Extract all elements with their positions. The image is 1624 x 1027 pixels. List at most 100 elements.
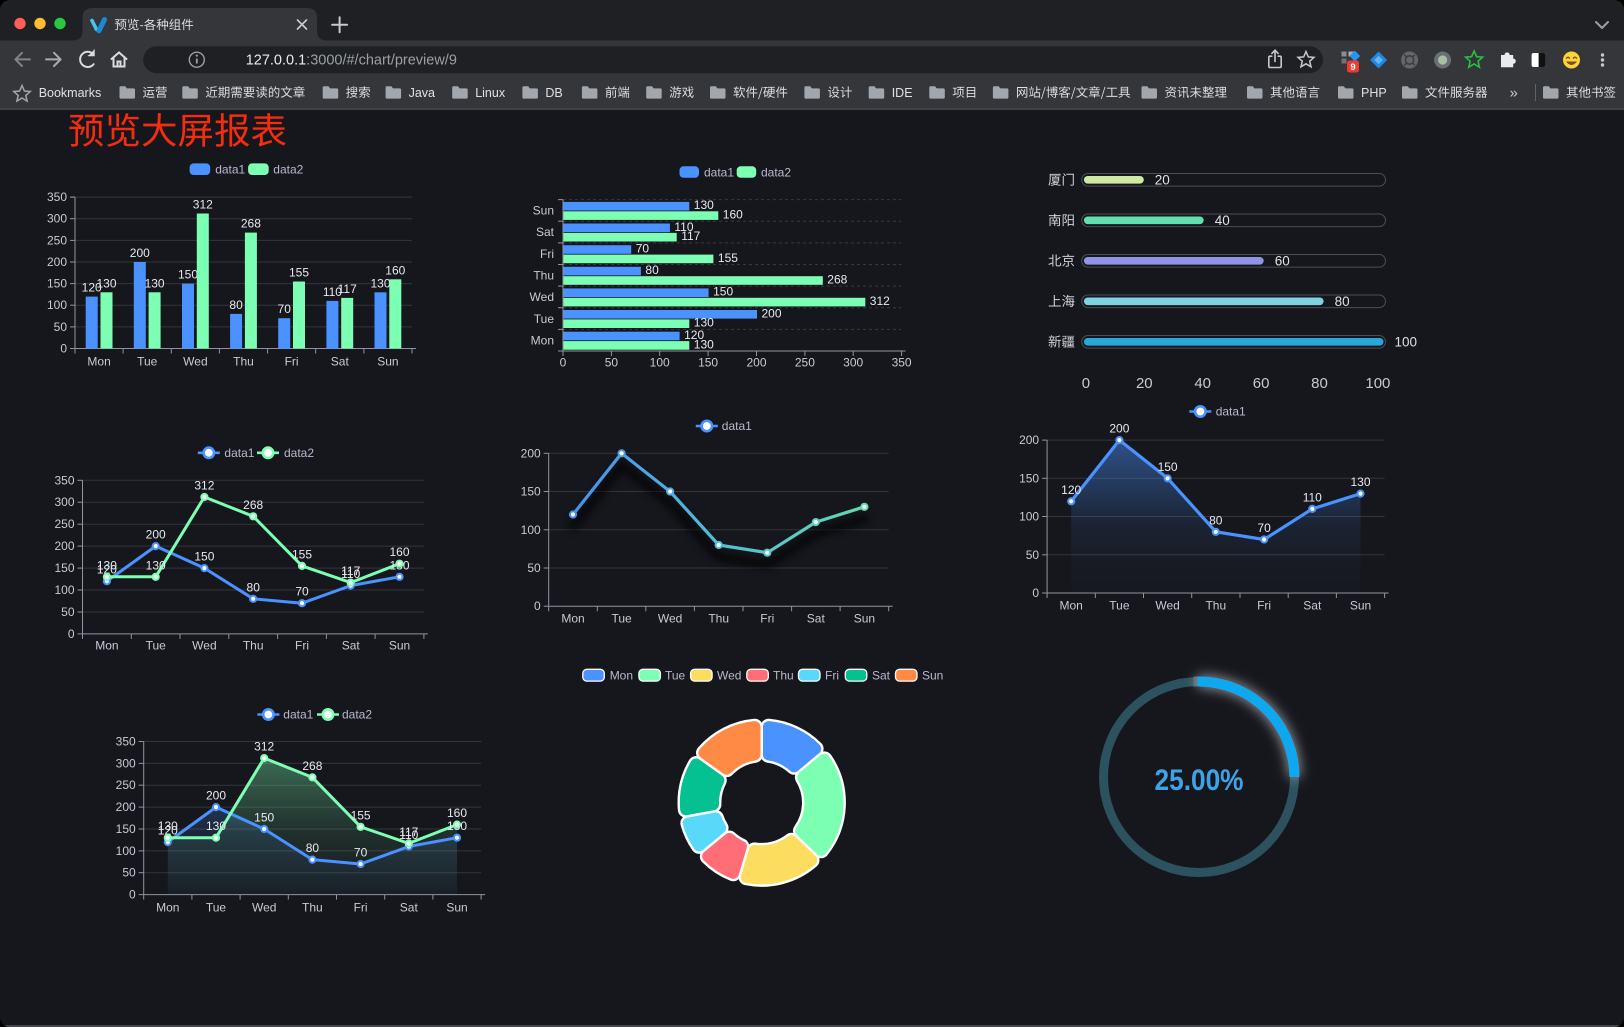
svg-text:Wed: Wed xyxy=(192,639,216,653)
svg-text:Tue: Tue xyxy=(534,312,555,326)
svg-text:117: 117 xyxy=(399,825,418,839)
svg-text:117: 117 xyxy=(681,229,700,243)
svg-text:data1: data1 xyxy=(215,163,245,177)
svg-text:0: 0 xyxy=(60,342,67,356)
svg-text:160: 160 xyxy=(723,208,743,222)
svg-text:312: 312 xyxy=(254,740,274,754)
svg-text:150: 150 xyxy=(178,268,198,282)
svg-text:100: 100 xyxy=(47,298,67,312)
svg-text:350: 350 xyxy=(54,473,74,487)
svg-text:Thu: Thu xyxy=(773,668,794,682)
svg-text:80: 80 xyxy=(1335,294,1350,309)
svg-text:20: 20 xyxy=(1136,375,1153,392)
svg-text:350: 350 xyxy=(892,356,912,370)
svg-text:Tue: Tue xyxy=(665,668,686,682)
svg-text:70: 70 xyxy=(354,846,368,860)
svg-text:Tue: Tue xyxy=(146,639,167,653)
svg-text:Thu: Thu xyxy=(1205,599,1226,613)
svg-text:130: 130 xyxy=(206,819,226,833)
svg-text:268: 268 xyxy=(241,217,261,231)
svg-text:Thu: Thu xyxy=(243,639,264,653)
svg-text:70: 70 xyxy=(295,585,309,599)
svg-text:data2: data2 xyxy=(342,708,372,722)
svg-text:80: 80 xyxy=(247,580,261,594)
svg-text:data1: data1 xyxy=(1216,405,1246,419)
svg-text:110: 110 xyxy=(674,220,693,234)
svg-text:100: 100 xyxy=(1395,335,1418,350)
svg-text:150: 150 xyxy=(254,811,274,825)
svg-text:Sat: Sat xyxy=(872,668,891,682)
svg-text:Bookmarks: Bookmarks xyxy=(39,86,102,100)
svg-text:PHP: PHP xyxy=(1361,86,1387,100)
svg-text:50: 50 xyxy=(61,605,75,619)
svg-text:200: 200 xyxy=(1019,433,1039,447)
svg-text:Fri: Fri xyxy=(295,639,309,653)
svg-text:80: 80 xyxy=(1311,375,1328,392)
svg-text:80: 80 xyxy=(306,841,320,855)
svg-text:150: 150 xyxy=(54,561,74,575)
svg-text:150: 150 xyxy=(194,550,214,564)
svg-text:Sat: Sat xyxy=(807,612,826,626)
svg-text:Sat: Sat xyxy=(331,355,350,369)
svg-text:Fri: Fri xyxy=(1257,599,1271,613)
svg-text:Thu: Thu xyxy=(233,355,254,369)
svg-text:Sat: Sat xyxy=(536,225,555,239)
svg-text:Thu: Thu xyxy=(533,269,554,283)
svg-text:250: 250 xyxy=(47,233,67,247)
svg-text:0: 0 xyxy=(68,627,75,641)
svg-text:100: 100 xyxy=(521,523,541,537)
svg-text:Tue: Tue xyxy=(611,612,632,626)
svg-text:100: 100 xyxy=(650,356,670,370)
svg-text:9: 9 xyxy=(1350,62,1355,73)
svg-text:350: 350 xyxy=(47,190,67,204)
svg-text:130: 130 xyxy=(694,316,714,330)
svg-text:Sun: Sun xyxy=(1350,599,1371,613)
svg-text:Sun: Sun xyxy=(533,204,554,218)
svg-text:200: 200 xyxy=(130,246,150,260)
svg-text:Sun: Sun xyxy=(446,901,467,915)
svg-text:150: 150 xyxy=(1158,460,1178,474)
svg-text:120: 120 xyxy=(82,281,102,295)
svg-text:25.00%: 25.00% xyxy=(1155,764,1244,797)
svg-text:Tue: Tue xyxy=(206,901,227,915)
svg-text:160: 160 xyxy=(447,806,467,820)
svg-text:50: 50 xyxy=(54,320,68,334)
svg-text:Fri: Fri xyxy=(825,668,839,682)
svg-text:Fri: Fri xyxy=(285,355,299,369)
svg-text:Linux: Linux xyxy=(475,86,506,100)
svg-text:117: 117 xyxy=(341,564,360,578)
svg-text:Wed: Wed xyxy=(717,668,741,682)
svg-text:100: 100 xyxy=(1019,510,1039,524)
svg-text:200: 200 xyxy=(1109,422,1129,436)
svg-text:0: 0 xyxy=(560,356,567,370)
svg-text:Mon: Mon xyxy=(1060,599,1083,613)
svg-text:300: 300 xyxy=(116,756,136,770)
svg-text:160: 160 xyxy=(385,263,405,277)
svg-text:Tue: Tue xyxy=(1109,599,1130,613)
svg-text:Java: Java xyxy=(409,86,435,100)
svg-text:data1: data1 xyxy=(224,446,254,460)
svg-text:data1: data1 xyxy=(722,419,752,433)
svg-text:200: 200 xyxy=(54,539,74,553)
svg-text:200: 200 xyxy=(116,800,136,814)
svg-text:50: 50 xyxy=(605,356,619,370)
svg-text:70: 70 xyxy=(636,242,650,256)
svg-text:130: 130 xyxy=(145,276,165,290)
svg-text:data1: data1 xyxy=(283,708,313,722)
svg-text:268: 268 xyxy=(827,273,847,287)
svg-text:200: 200 xyxy=(746,356,766,370)
svg-text:268: 268 xyxy=(243,498,263,512)
svg-text:130: 130 xyxy=(694,337,714,351)
svg-text:312: 312 xyxy=(194,479,214,493)
svg-text:100: 100 xyxy=(1365,375,1390,392)
svg-text:200: 200 xyxy=(146,528,166,542)
svg-text:200: 200 xyxy=(47,255,67,269)
svg-text:60: 60 xyxy=(1275,254,1290,269)
svg-text:Sun: Sun xyxy=(377,355,398,369)
svg-text:300: 300 xyxy=(47,212,67,226)
svg-text:data2: data2 xyxy=(273,163,303,177)
svg-text:130: 130 xyxy=(1350,475,1370,489)
svg-text:40: 40 xyxy=(1194,375,1211,392)
svg-text:DB: DB xyxy=(545,86,562,100)
svg-text:0: 0 xyxy=(534,599,541,613)
